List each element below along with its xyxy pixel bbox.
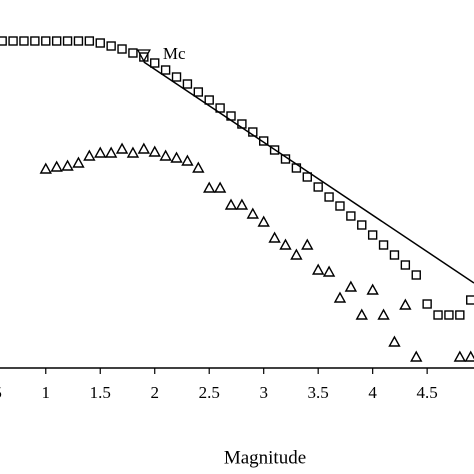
square-marker <box>204 95 214 105</box>
triangle-marker <box>72 156 85 168</box>
square-marker <box>313 182 323 192</box>
triangle-marker <box>170 151 183 163</box>
x-tick-label: 3.5 <box>308 383 329 402</box>
triangle-marker <box>50 160 63 172</box>
triangle-marker <box>257 215 270 227</box>
mc-marker <box>136 49 151 63</box>
triangle-marker <box>224 198 238 210</box>
x-tick-label: 4.5 <box>417 383 438 402</box>
square-marker <box>411 270 421 280</box>
square-marker <box>95 38 105 48</box>
square-marker <box>171 72 182 82</box>
triangle-marker <box>203 181 216 193</box>
triangle-marker <box>115 142 129 154</box>
triangle-marker <box>192 161 205 173</box>
square-marker <box>378 240 389 250</box>
triangle-marker <box>344 280 358 292</box>
triangle-marker <box>377 308 390 320</box>
square-marker <box>30 36 40 46</box>
triangle-marker <box>388 335 401 347</box>
x-tick-label: 3 <box>259 383 268 402</box>
triangle-marker <box>126 146 140 158</box>
triangle-marker <box>355 308 368 320</box>
square-marker <box>455 310 465 320</box>
square-marker <box>182 79 193 89</box>
square-marker <box>41 36 51 46</box>
square-marker <box>444 310 454 320</box>
triangle-marker <box>464 350 474 362</box>
triangle-marker <box>213 181 227 193</box>
square-marker <box>400 260 411 270</box>
triangle-marker <box>94 146 107 158</box>
triangle-marker <box>104 146 118 158</box>
square-marker <box>193 87 204 97</box>
triangle-marker <box>311 263 325 275</box>
triangle-marker <box>159 149 172 161</box>
x-tick-label: 2.5 <box>199 383 220 402</box>
x-axis-label: Magnitude <box>224 447 306 468</box>
x-tick-label: 2 <box>150 383 159 402</box>
square-marker <box>84 36 95 46</box>
triangle-marker <box>301 238 314 250</box>
square-marker <box>128 48 138 58</box>
square-marker <box>422 299 432 309</box>
square-marker <box>389 250 400 260</box>
triangle-marker <box>366 283 379 295</box>
x-tick-label: 1.5 <box>90 383 111 402</box>
triangle-marker <box>181 154 194 166</box>
square-marker <box>215 103 225 113</box>
triangle-marker <box>246 207 259 219</box>
triangle-marker <box>83 149 96 161</box>
triangle-marker <box>453 350 467 362</box>
triangle-marker <box>137 142 151 154</box>
square-marker <box>367 230 378 240</box>
square-marker <box>8 36 18 46</box>
square-marker <box>19 36 29 46</box>
square-marker <box>117 44 127 54</box>
triangle-marker <box>268 231 281 243</box>
square-marker <box>160 65 171 75</box>
annotation: Mc <box>163 44 186 63</box>
square-marker <box>324 192 334 202</box>
square-marker <box>73 36 84 46</box>
square-marker <box>106 41 116 51</box>
x-tick-label: 1 <box>42 383 51 402</box>
triangle-marker <box>61 159 74 171</box>
square-marker <box>258 136 269 146</box>
triangle-marker <box>410 350 423 362</box>
triangle-marker <box>333 291 347 303</box>
square-marker <box>346 211 356 221</box>
fit-line <box>143 61 474 284</box>
square-marker <box>62 36 73 46</box>
x-tick-label: 4 <box>368 383 377 402</box>
triangle-marker <box>322 265 336 277</box>
triangle-marker <box>279 238 292 250</box>
square-marker <box>433 310 443 320</box>
square-marker <box>269 145 280 155</box>
square-marker <box>466 295 474 305</box>
square-marker <box>335 201 345 211</box>
square-marker <box>0 36 7 46</box>
triangle-marker <box>148 145 161 157</box>
triangle-marker <box>39 162 52 174</box>
square-marker <box>302 172 312 182</box>
square-marker <box>51 36 62 46</box>
triangle-marker <box>399 298 412 310</box>
triangle-marker <box>290 248 303 260</box>
square-marker <box>357 220 367 230</box>
x-tick-label: 0.5 <box>0 383 2 402</box>
triangle-marker <box>235 198 249 210</box>
square-marker <box>150 58 160 68</box>
